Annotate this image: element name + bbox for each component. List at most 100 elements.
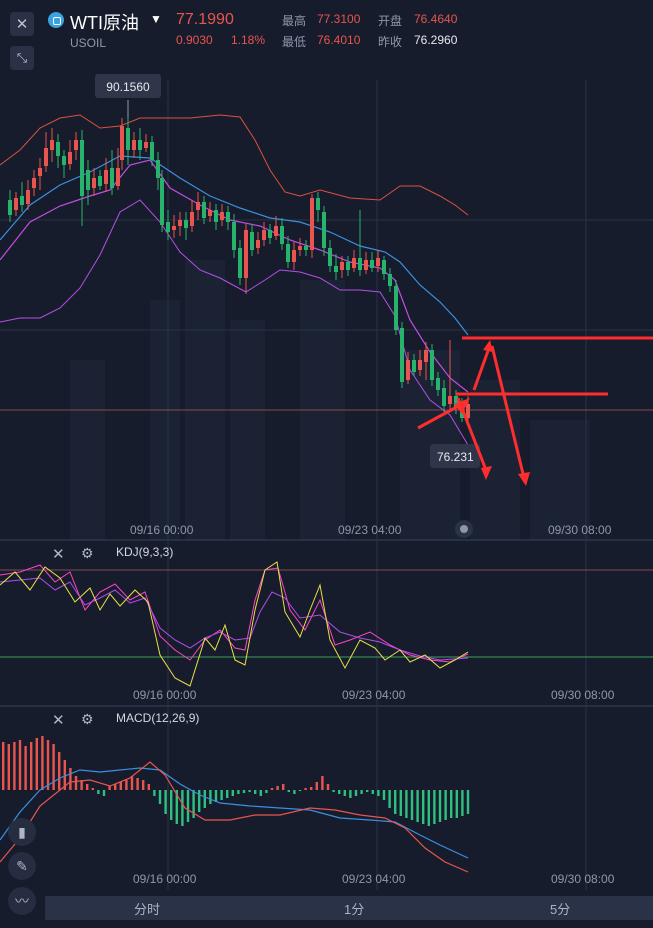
candle-body xyxy=(316,198,320,210)
timeframe-bar: 分时 1分 5分 xyxy=(45,896,653,920)
candle-body xyxy=(226,212,230,222)
user-annotations[interactable] xyxy=(417,336,653,479)
macd-bar xyxy=(30,742,33,790)
candle-body xyxy=(322,212,326,248)
macd-bar xyxy=(114,784,117,790)
candle-body xyxy=(26,190,30,204)
tab-5min[interactable]: 5分 xyxy=(550,902,571,917)
candle-body xyxy=(370,260,374,268)
candlestick-series xyxy=(8,118,470,424)
macd-bar xyxy=(108,786,111,790)
macd-dea-line xyxy=(0,767,469,859)
candle-body xyxy=(394,286,398,330)
candle-body xyxy=(340,262,344,270)
macd-bar xyxy=(119,782,122,790)
macd-bar xyxy=(450,790,453,818)
candle-body xyxy=(406,360,410,380)
macd-bar xyxy=(181,790,184,826)
macd-bar xyxy=(170,790,173,820)
price-change-pct: 1.18% xyxy=(231,33,266,47)
candle-body xyxy=(44,148,48,166)
kdj-title: KDJ(9,3,3) xyxy=(116,545,174,559)
x-tick-label: 09/30 08:00 xyxy=(551,872,615,886)
close-indicator-icon[interactable]: ✕ xyxy=(52,712,65,729)
candle-body xyxy=(310,198,314,250)
candle-body xyxy=(304,246,308,250)
indicator-tool-button[interactable]: ▮ xyxy=(8,818,36,846)
macd-dif-line xyxy=(0,761,469,873)
candle-body xyxy=(104,170,108,184)
macd-bar xyxy=(153,790,156,796)
candle-body xyxy=(262,230,266,240)
macd-bar xyxy=(52,744,55,790)
macd-bar xyxy=(46,740,50,790)
candle-body xyxy=(144,142,148,148)
arrow-down-2[interactable] xyxy=(490,345,526,479)
draw-tool-button[interactable]: ✎ xyxy=(8,852,36,880)
candle-body xyxy=(110,168,114,188)
high-label: 最高 xyxy=(282,14,307,28)
macd-bar xyxy=(332,790,335,792)
kdj-d-line xyxy=(0,564,469,663)
settings-gear-icon[interactable]: ⚙ xyxy=(81,711,94,727)
candle-body xyxy=(280,226,284,244)
candle-body xyxy=(274,226,278,236)
chart-type-button[interactable]: 〰 xyxy=(8,887,36,915)
close-button[interactable]: ✕ xyxy=(10,12,34,36)
candle-body xyxy=(424,350,428,362)
symbol-name[interactable]: WTI原油 xyxy=(70,13,139,33)
macd-bar xyxy=(80,780,83,790)
macd-bar xyxy=(422,790,425,824)
macd-bar xyxy=(214,790,218,802)
collapse-icon: ⤡ xyxy=(16,50,28,65)
high-marker-text: 90.1560 xyxy=(106,80,150,94)
macd-bar xyxy=(164,790,167,814)
x-tick-label: 09/23 04:00 xyxy=(338,523,402,537)
candle-body xyxy=(466,404,470,418)
x-tick-label: 09/23 04:00 xyxy=(342,688,406,702)
last-price: 77.1990 xyxy=(176,11,234,28)
low-marker-box xyxy=(430,444,480,468)
macd-title: MACD(12,26,9) xyxy=(116,711,200,725)
fullscreen-button[interactable]: ⤡ xyxy=(10,46,34,70)
macd-bar xyxy=(466,790,470,814)
price-change: 0.9030 xyxy=(176,33,213,47)
candle-body xyxy=(298,246,302,250)
macd-bar xyxy=(130,776,134,790)
macd-bar xyxy=(293,790,296,794)
prev-close-label: 昨收 xyxy=(378,35,403,49)
macd-bar xyxy=(158,790,162,804)
close-indicator-icon[interactable]: ✕ xyxy=(52,546,65,563)
macd-bar xyxy=(35,738,38,790)
macd-bar xyxy=(259,790,262,796)
macd-bar xyxy=(175,790,178,824)
quote-header: ✕ ⤡ WTI原油 ▼ USOIL 77.1990 0.9030 1.18% 最… xyxy=(0,0,653,80)
candle-body xyxy=(250,232,254,250)
candle-body xyxy=(346,262,350,270)
high-value: 77.3100 xyxy=(317,12,361,26)
macd-bar xyxy=(265,790,268,793)
candle-body xyxy=(20,196,24,205)
candle-body xyxy=(132,140,136,150)
scroll-handle-dot[interactable] xyxy=(460,525,468,533)
tab-1min[interactable]: 1分 xyxy=(344,902,365,917)
open-value: 76.4640 xyxy=(414,12,458,26)
tab-timeshare[interactable]: 分时 xyxy=(134,902,161,917)
candle-body xyxy=(352,258,356,268)
arrow-up[interactable] xyxy=(472,347,491,391)
x-tick-label: 09/30 08:00 xyxy=(551,688,615,702)
grid-lines xyxy=(0,80,653,890)
macd-bar xyxy=(371,790,374,794)
macd-bar xyxy=(102,790,106,796)
candle-body xyxy=(156,160,160,178)
chevron-down-icon[interactable]: ▼ xyxy=(150,12,162,26)
candle-body xyxy=(74,140,78,150)
candle-body xyxy=(238,248,242,278)
macd-bar xyxy=(91,788,94,790)
candle-body xyxy=(38,168,42,176)
macd-bar xyxy=(366,790,369,792)
settings-gear-icon[interactable]: ⚙ xyxy=(81,545,94,561)
macd-bar xyxy=(69,768,72,790)
arrow-heads xyxy=(454,340,530,486)
